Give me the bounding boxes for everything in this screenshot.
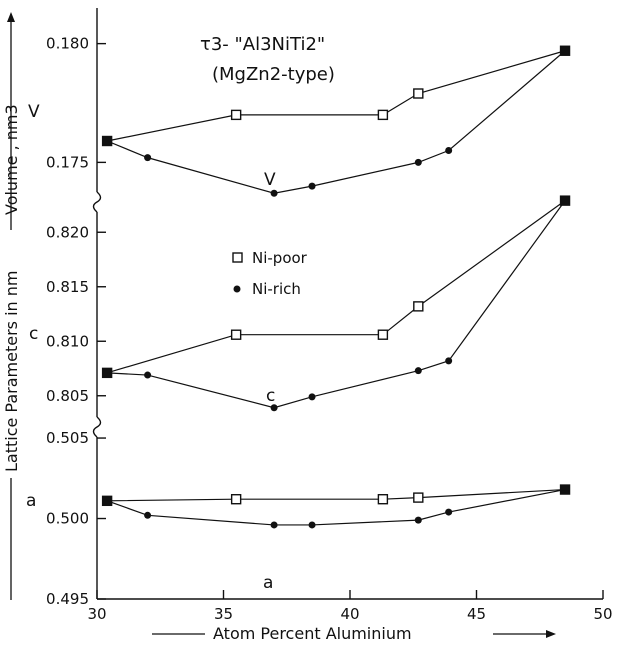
point-c-ni-poor-1 (230, 329, 242, 340)
point-a-ni-rich-2 (270, 521, 278, 529)
y-tick-label-c-0.805: 0.805 (46, 387, 89, 405)
point-V-ni-poor-1 (230, 109, 242, 121)
y-axis-break-0 (92, 191, 102, 213)
y-tick-label-V-0.175: 0.175 (46, 153, 89, 171)
x-tick-label-30: 30 (87, 605, 106, 623)
panel-label-inner-v: V (264, 170, 276, 190)
point-c-ni-rich-2 (270, 404, 278, 412)
series-line-V-ni-rich (106, 50, 566, 194)
y-axis-title-volume: Volume , nm3 (2, 12, 21, 230)
point-c-ni-poor-2 (377, 329, 389, 340)
legend-marker-ni-poor (232, 252, 243, 263)
chart-title: τ3- "Al3NiTi2" (200, 34, 325, 55)
panel-label-inner-a: a (263, 573, 273, 593)
point-a-ni-poor-1 (230, 494, 242, 505)
y-tick-label-c-0.820: 0.820 (46, 223, 89, 241)
legend: Ni-poor Ni-rich (232, 249, 308, 298)
point-V-ni-rich-2 (270, 189, 278, 197)
x-tick-label-45: 45 (467, 605, 486, 623)
point-c-ni-poor-3 (413, 301, 424, 312)
point-a-ni-poor-2 (377, 494, 389, 505)
y-tick-label-c-0.815: 0.815 (46, 278, 89, 296)
point-V-ni-rich-1 (144, 154, 152, 162)
point-V-ni-rich-5 (445, 147, 453, 154)
y-tick-label-a-0.495: 0.495 (46, 590, 89, 608)
point-a-ni-poor-3 (413, 492, 424, 503)
legend-label-ni-rich: Ni-rich (252, 280, 301, 298)
x-tick-label-40: 40 (340, 605, 359, 623)
x-axis-title: Atom Percent Aluminium (152, 624, 556, 643)
axes (92, 8, 604, 600)
panel-label-inner-c: c (266, 386, 275, 406)
svg-text:Lattice Parameters in nm: Lattice Parameters in nm (2, 271, 21, 473)
svg-text:Volume , nm3: Volume , nm3 (2, 104, 21, 215)
chart-subtitle: (MgZn2-type) (212, 64, 335, 85)
y-tick-label-V-0.180: 0.180 (46, 35, 89, 53)
point-c-ni-rich-1 (144, 371, 152, 379)
y-axis-title-lattice: Lattice Parameters in nm (2, 271, 21, 600)
x-tick-label-50: 50 (593, 605, 612, 623)
series-line-V-ni-poor (107, 50, 566, 142)
point-a-ni-rich-1 (144, 511, 152, 519)
y-tick-label-c-0.810: 0.810 (46, 332, 89, 350)
series-line-c-ni-rich (107, 200, 566, 409)
point-a-ni-rich-5 (445, 508, 453, 516)
point-V-ni-rich-3 (308, 182, 316, 190)
point-c-ni-rich-5 (445, 357, 453, 365)
point-V-ni-rich-4 (414, 158, 422, 166)
panel-label-left-v: V (28, 102, 40, 122)
series-line-c-ni-poor (106, 200, 566, 374)
point-V-ni-poor-2 (377, 109, 389, 121)
series-line-a-ni-rich (106, 488, 566, 526)
legend-marker-ni-rich (233, 285, 241, 293)
point-V-ni-poor-3 (413, 88, 424, 99)
y-tick-label-a-0.500: 0.500 (46, 510, 89, 528)
panel-label-left-c: c (29, 324, 38, 344)
svg-text:Atom Percent Aluminium: Atom Percent Aluminium (213, 624, 412, 643)
series-layer (101, 45, 571, 529)
y-axis-break-1 (92, 416, 102, 438)
point-a-ni-rich-3 (308, 521, 316, 529)
y-tick-label-a-0.505: 0.505 (46, 429, 89, 447)
point-c-ni-rich-4 (414, 367, 422, 375)
point-c-ni-rich-3 (308, 393, 316, 401)
plot-area: 30 35 40 45 50 0.175 0.180 0.805 0.810 0.815 0.820… (46, 8, 613, 623)
legend-label-ni-poor: Ni-poor (252, 249, 308, 267)
point-a-ni-rich-4 (414, 516, 422, 524)
x-tick-label-35: 35 (214, 605, 233, 623)
tick-labels: 30 35 40 45 50 0.175 0.180 0.805 0.810 0.815 0.820… (46, 35, 613, 623)
panel-label-left-a: a (26, 491, 36, 511)
series-line-a-ni-poor (107, 488, 566, 502)
